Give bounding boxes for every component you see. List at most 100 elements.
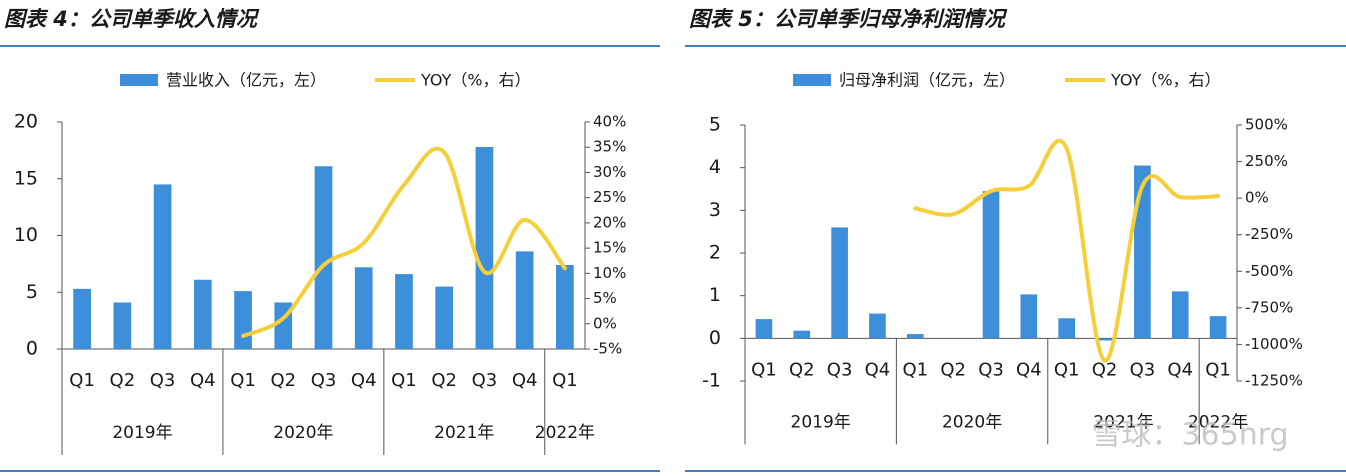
bar [556, 265, 574, 349]
x-tick-label: Q3 [827, 359, 853, 380]
x-tick-label: Q1 [391, 370, 417, 391]
group-label: 2022年 [535, 423, 595, 443]
x-tick-label: Q1 [751, 359, 777, 380]
x-tick-label: Q1 [902, 359, 928, 380]
bar [395, 274, 413, 349]
bar [982, 191, 1000, 339]
y2-tick-label: 5% [593, 289, 617, 307]
bar [1134, 165, 1151, 339]
group-label: 2019年 [791, 412, 851, 432]
y-tick-label: 20 [14, 111, 38, 133]
bar [193, 279, 212, 349]
y2-tick-label: 15% [593, 239, 626, 257]
y2-tick-label: -1250% [1245, 372, 1303, 390]
chart-title: 图表 5：公司单季归母净利润情况 [689, 7, 1008, 31]
y-tick-label: -1 [702, 370, 721, 392]
y-tick-label: 2 [709, 242, 721, 264]
y-tick-label: 0 [709, 327, 721, 349]
y-tick-label: 3 [709, 199, 721, 221]
legend-label: 营业收入（亿元，左） [166, 71, 326, 90]
bar [153, 184, 172, 349]
y-tick-label: 10 [14, 224, 38, 246]
y-tick-label: 1 [709, 284, 721, 306]
bar [1058, 318, 1076, 339]
group-label: 2020年 [942, 412, 1002, 432]
x-tick-label: Q4 [351, 370, 377, 391]
legend-swatch [120, 74, 158, 86]
x-tick-label: Q4 [512, 370, 538, 391]
y-tick-label: 5 [709, 114, 721, 136]
y-tick-label: 0 [26, 338, 38, 360]
line [241, 146, 567, 338]
bar [793, 330, 811, 339]
chart-title: 图表 4：公司单季收入情况 [4, 7, 260, 31]
bar [869, 313, 886, 339]
x-tick-label: Q1 [1205, 359, 1231, 380]
bar [314, 166, 333, 349]
y2-tick-label: 10% [593, 264, 626, 282]
y2-tick-label: 250% [1245, 152, 1288, 170]
y-tick-label: 5 [26, 281, 38, 303]
x-tick-label: Q4 [190, 370, 216, 391]
x-tick-label: Q2 [1092, 359, 1118, 380]
line [913, 138, 1221, 363]
legend-swatch [793, 74, 831, 86]
bar [1020, 294, 1038, 339]
y2-tick-label: -750% [1245, 298, 1293, 316]
x-tick-label: Q3 [311, 370, 337, 391]
bar [354, 267, 373, 349]
x-tick-label: Q2 [940, 359, 966, 380]
x-tick-label: Q1 [230, 370, 256, 391]
x-tick-label: Q1 [69, 370, 95, 391]
bar [755, 319, 773, 339]
bar [113, 302, 132, 349]
legend-label: YOY（%，右） [420, 71, 531, 90]
bar [234, 291, 252, 349]
y2-tick-label: -500% [1245, 262, 1293, 280]
watermark: 雪球：365nrg [1091, 418, 1288, 453]
bar [435, 286, 454, 349]
group-label: 2021年 [1093, 412, 1153, 432]
x-tick-label: Q3 [1130, 359, 1156, 380]
y2-tick-label: 0% [593, 314, 617, 332]
x-tick-label: Q4 [1167, 359, 1193, 380]
bar [1209, 316, 1227, 339]
x-tick-label: Q2 [270, 370, 296, 391]
bar [515, 251, 534, 349]
x-tick-label: Q3 [472, 370, 498, 391]
group-label: 2020年 [273, 423, 333, 443]
y-tick-label: 15 [14, 167, 38, 189]
y-tick-label: 4 [709, 156, 721, 178]
bar [831, 227, 848, 339]
y2-tick-label: -1000% [1245, 335, 1303, 353]
y2-tick-label: -5% [593, 340, 622, 358]
x-tick-label: Q2 [431, 370, 457, 391]
group-label: 2022年 [1188, 412, 1248, 432]
x-tick-label: Q2 [789, 359, 815, 380]
y2-tick-label: 35% [593, 138, 626, 156]
x-tick-label: Q4 [865, 359, 891, 380]
y2-tick-label: 20% [593, 213, 626, 231]
x-tick-label: Q2 [110, 370, 136, 391]
bar [475, 146, 494, 349]
legend-label: YOY（%，右） [1110, 71, 1221, 90]
group-label: 2019年 [112, 423, 172, 443]
x-tick-label: Q1 [1054, 359, 1080, 380]
legend-label: 归母净利润（亿元，左） [839, 71, 1015, 90]
y2-tick-label: 25% [593, 188, 626, 206]
x-tick-label: Q4 [1016, 359, 1042, 380]
bar [1171, 291, 1189, 339]
group-label: 2021年 [434, 423, 494, 443]
x-tick-label: Q1 [552, 370, 578, 391]
y2-tick-label: 30% [593, 163, 626, 181]
y2-tick-label: 500% [1245, 116, 1288, 134]
bar [73, 288, 91, 349]
x-tick-label: Q3 [978, 359, 1004, 380]
y2-tick-label: 0% [1245, 189, 1269, 207]
x-tick-label: Q3 [150, 370, 176, 391]
bar [906, 334, 924, 339]
y2-tick-label: 40% [593, 113, 626, 131]
bar [1096, 338, 1113, 341]
